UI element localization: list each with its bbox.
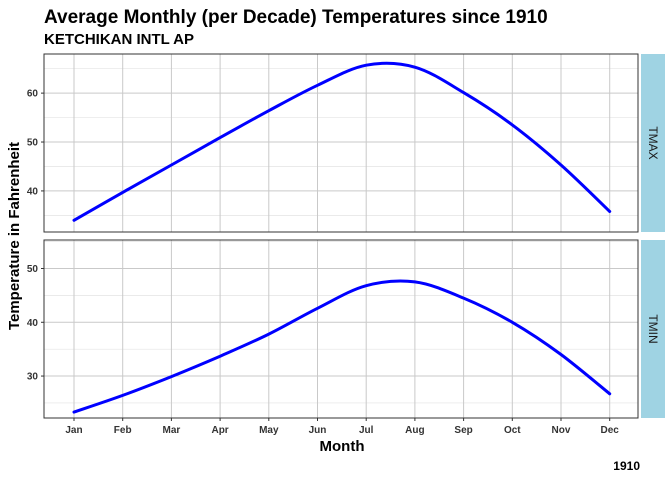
x-tick-label: Dec — [601, 425, 620, 436]
facet-panels: 40 50 60 TMAX 30 40 50 TMIN — [27, 53, 665, 419]
x-axis: Jan Feb Mar Apr May Jun Jul Aug Sep Oct Nov Dec — [65, 418, 619, 436]
x-tick-label: Jun — [309, 425, 327, 436]
x-axis-title: Month — [320, 438, 365, 455]
x-tick-label: Jul — [359, 425, 374, 436]
x-tick-label: Apr — [211, 425, 228, 436]
y-tick-label: 40 — [27, 186, 39, 197]
chart-subtitle: KETCHIKAN INTL AP — [44, 31, 194, 48]
panel-tmin: 30 40 50 TMIN — [27, 239, 665, 419]
x-tick-label: May — [259, 425, 279, 436]
series-line-tmax — [72, 61, 612, 222]
y-tick-label: 40 — [27, 318, 39, 329]
y-tick-label: 60 — [27, 89, 39, 100]
y-tick-label: 50 — [27, 138, 39, 149]
chart-caption: 1910 — [613, 459, 640, 473]
x-tick-label: Feb — [114, 425, 132, 436]
facet-strip — [641, 240, 665, 418]
chart-title: Average Monthly (per Decade) Temperature… — [44, 7, 548, 28]
facet-strip-label: TMIN — [646, 314, 660, 343]
panel-border — [43, 53, 639, 233]
x-tick-label: Oct — [504, 425, 521, 436]
y-axis-title: Temperature in Fahrenheit — [6, 142, 23, 330]
x-tick-label: Mar — [163, 425, 181, 436]
x-tick-label: Aug — [405, 425, 424, 436]
x-tick-label: Nov — [552, 425, 571, 436]
x-tick-label: Jan — [65, 425, 82, 436]
panel-border — [43, 239, 639, 419]
series-line-tmin — [72, 279, 612, 414]
x-tick-label: Sep — [454, 425, 472, 436]
facet-strip-label: TMAX — [646, 126, 660, 159]
y-tick-label: 30 — [27, 372, 39, 383]
facet-strip — [641, 54, 665, 232]
y-tick-label: 50 — [27, 264, 39, 275]
panel-tmax: 40 50 60 TMAX — [27, 53, 665, 233]
